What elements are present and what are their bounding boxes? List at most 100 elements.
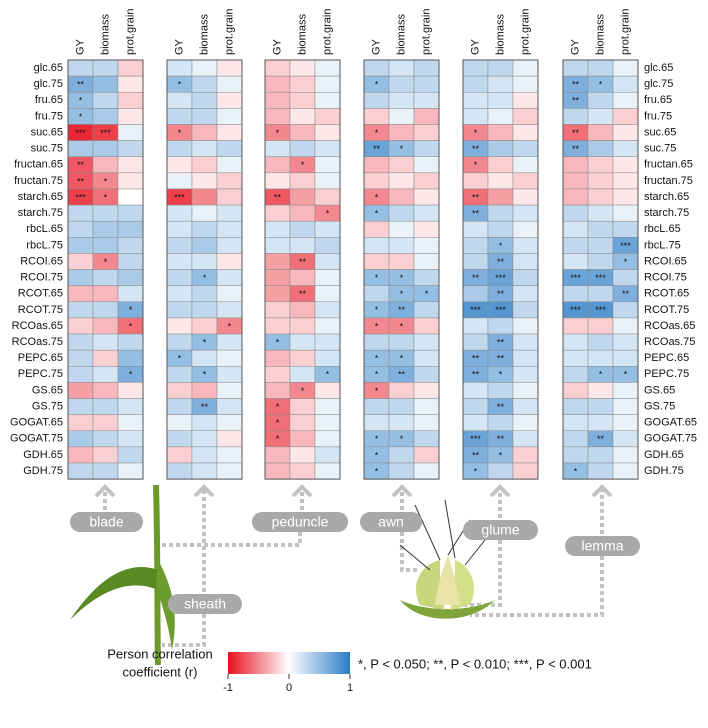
heatmap-cell [289,414,316,432]
heatmap-cell [587,237,614,254]
heatmap-cell [512,366,539,383]
heatmap-cell [413,333,440,351]
significance-mark: *** [620,241,631,251]
heatmap-cell [587,285,614,303]
plant-illustration [70,484,175,666]
heatmap-cell [612,398,639,415]
heatmap-cell [413,430,440,448]
heatmap-cell [166,333,193,351]
heatmap-cell [264,237,291,254]
heatmap-cell [587,124,614,141]
heatmap-cell [562,237,589,254]
heatmap-cell [314,172,341,190]
row-label: suc.75 [644,143,676,155]
heatmap-cell [191,188,218,206]
heatmap-cell [587,91,614,109]
heatmap-cell [462,333,489,351]
heatmap-cell [166,462,193,480]
heatmap-cell [314,75,341,93]
significance-mark: *** [75,192,86,202]
row-label: GOGAT.65 [644,417,697,429]
tissue-label: sheath [184,596,226,612]
heatmap-cell [289,430,316,448]
heatmap-cell [612,414,639,432]
heatmap-cell [289,75,316,93]
significance-mark: * [400,144,404,154]
tissue-label: blade [89,514,123,530]
heatmap-cell [562,349,589,367]
significance-mark: * [301,386,305,396]
row-label: RCOas.75 [12,336,63,348]
heatmap-cell [314,446,341,464]
heatmap-cell [92,398,119,415]
significance-mark: ** [572,96,580,106]
heatmap-cell [388,333,415,351]
row-label: RCOas.75 [644,336,695,348]
heatmap-cell [92,204,119,222]
significance-mark: * [203,370,207,380]
heatmap-cell [612,140,639,157]
column-label: biomass [198,14,210,55]
row-label: GS.75 [644,400,675,412]
heatmap-cell [314,237,341,254]
significance-mark: * [375,370,379,380]
significance-mark: *** [470,305,481,315]
row-label: rbcL.65 [644,223,681,235]
heatmap-cell [166,237,193,254]
heatmap-cell [191,75,218,93]
significance-mark: * [474,128,478,138]
row-label: RCOI.75 [644,272,687,284]
heatmap-cell [487,172,514,190]
heatmap-cell [166,414,193,432]
heatmap-cell [92,301,119,319]
significance-mark: ** [497,337,505,347]
heatmap-cell [67,237,94,254]
heatmap-cell [191,301,218,319]
heatmap-cell [67,414,94,432]
significance-mark: ** [497,402,505,412]
heatmap-cell [92,317,119,335]
significance-mark: * [178,354,182,364]
colorbar-tick-label: -1 [223,682,233,694]
heatmap-cell [92,140,119,157]
significance-mark: * [326,209,330,219]
heatmap-cell [166,398,193,415]
heatmap-cell [166,317,193,335]
heatmap-cell [462,59,489,77]
heatmap-cell [388,253,415,270]
heatmap-panel: GY biomass prot.grain************ [166,9,243,480]
heatmap-cell [264,285,291,303]
heatmap-cell [363,59,390,77]
significance-mark: * [375,305,379,315]
heatmap-cell [562,285,589,303]
heatmap-cell [512,398,539,415]
heatmap-cell [363,91,390,109]
heatmap-cell [587,462,614,480]
heatmap-cell [512,317,539,335]
heatmap-cell [216,333,243,351]
heatmap-cell [117,172,144,190]
heatmap-cell [216,430,243,448]
heatmap-cell [388,462,415,480]
heatmap-cell [587,382,614,399]
significance-mark: ** [373,144,381,154]
row-label: glc.75 [644,78,673,90]
significance-mark: * [624,257,628,267]
heatmap-cell [67,204,94,222]
row-label: GDH.75 [644,465,684,477]
significance-mark: ** [472,192,480,202]
heatmap-cell [413,124,440,141]
significance-mark: ** [597,434,605,444]
significance-mark: ** [472,370,480,380]
significance-mark: * [599,370,603,380]
row-label: RCOT.65 [644,288,689,300]
column-label: GY [469,38,481,55]
tissue-label-box [252,512,348,532]
significance-mark: ** [274,192,282,202]
heatmap-cell [166,172,193,190]
heatmap-cell [487,124,514,141]
row-label: PEPC.65 [644,352,689,364]
significance-mark: * [400,354,404,364]
heatmap-cell [264,156,291,174]
